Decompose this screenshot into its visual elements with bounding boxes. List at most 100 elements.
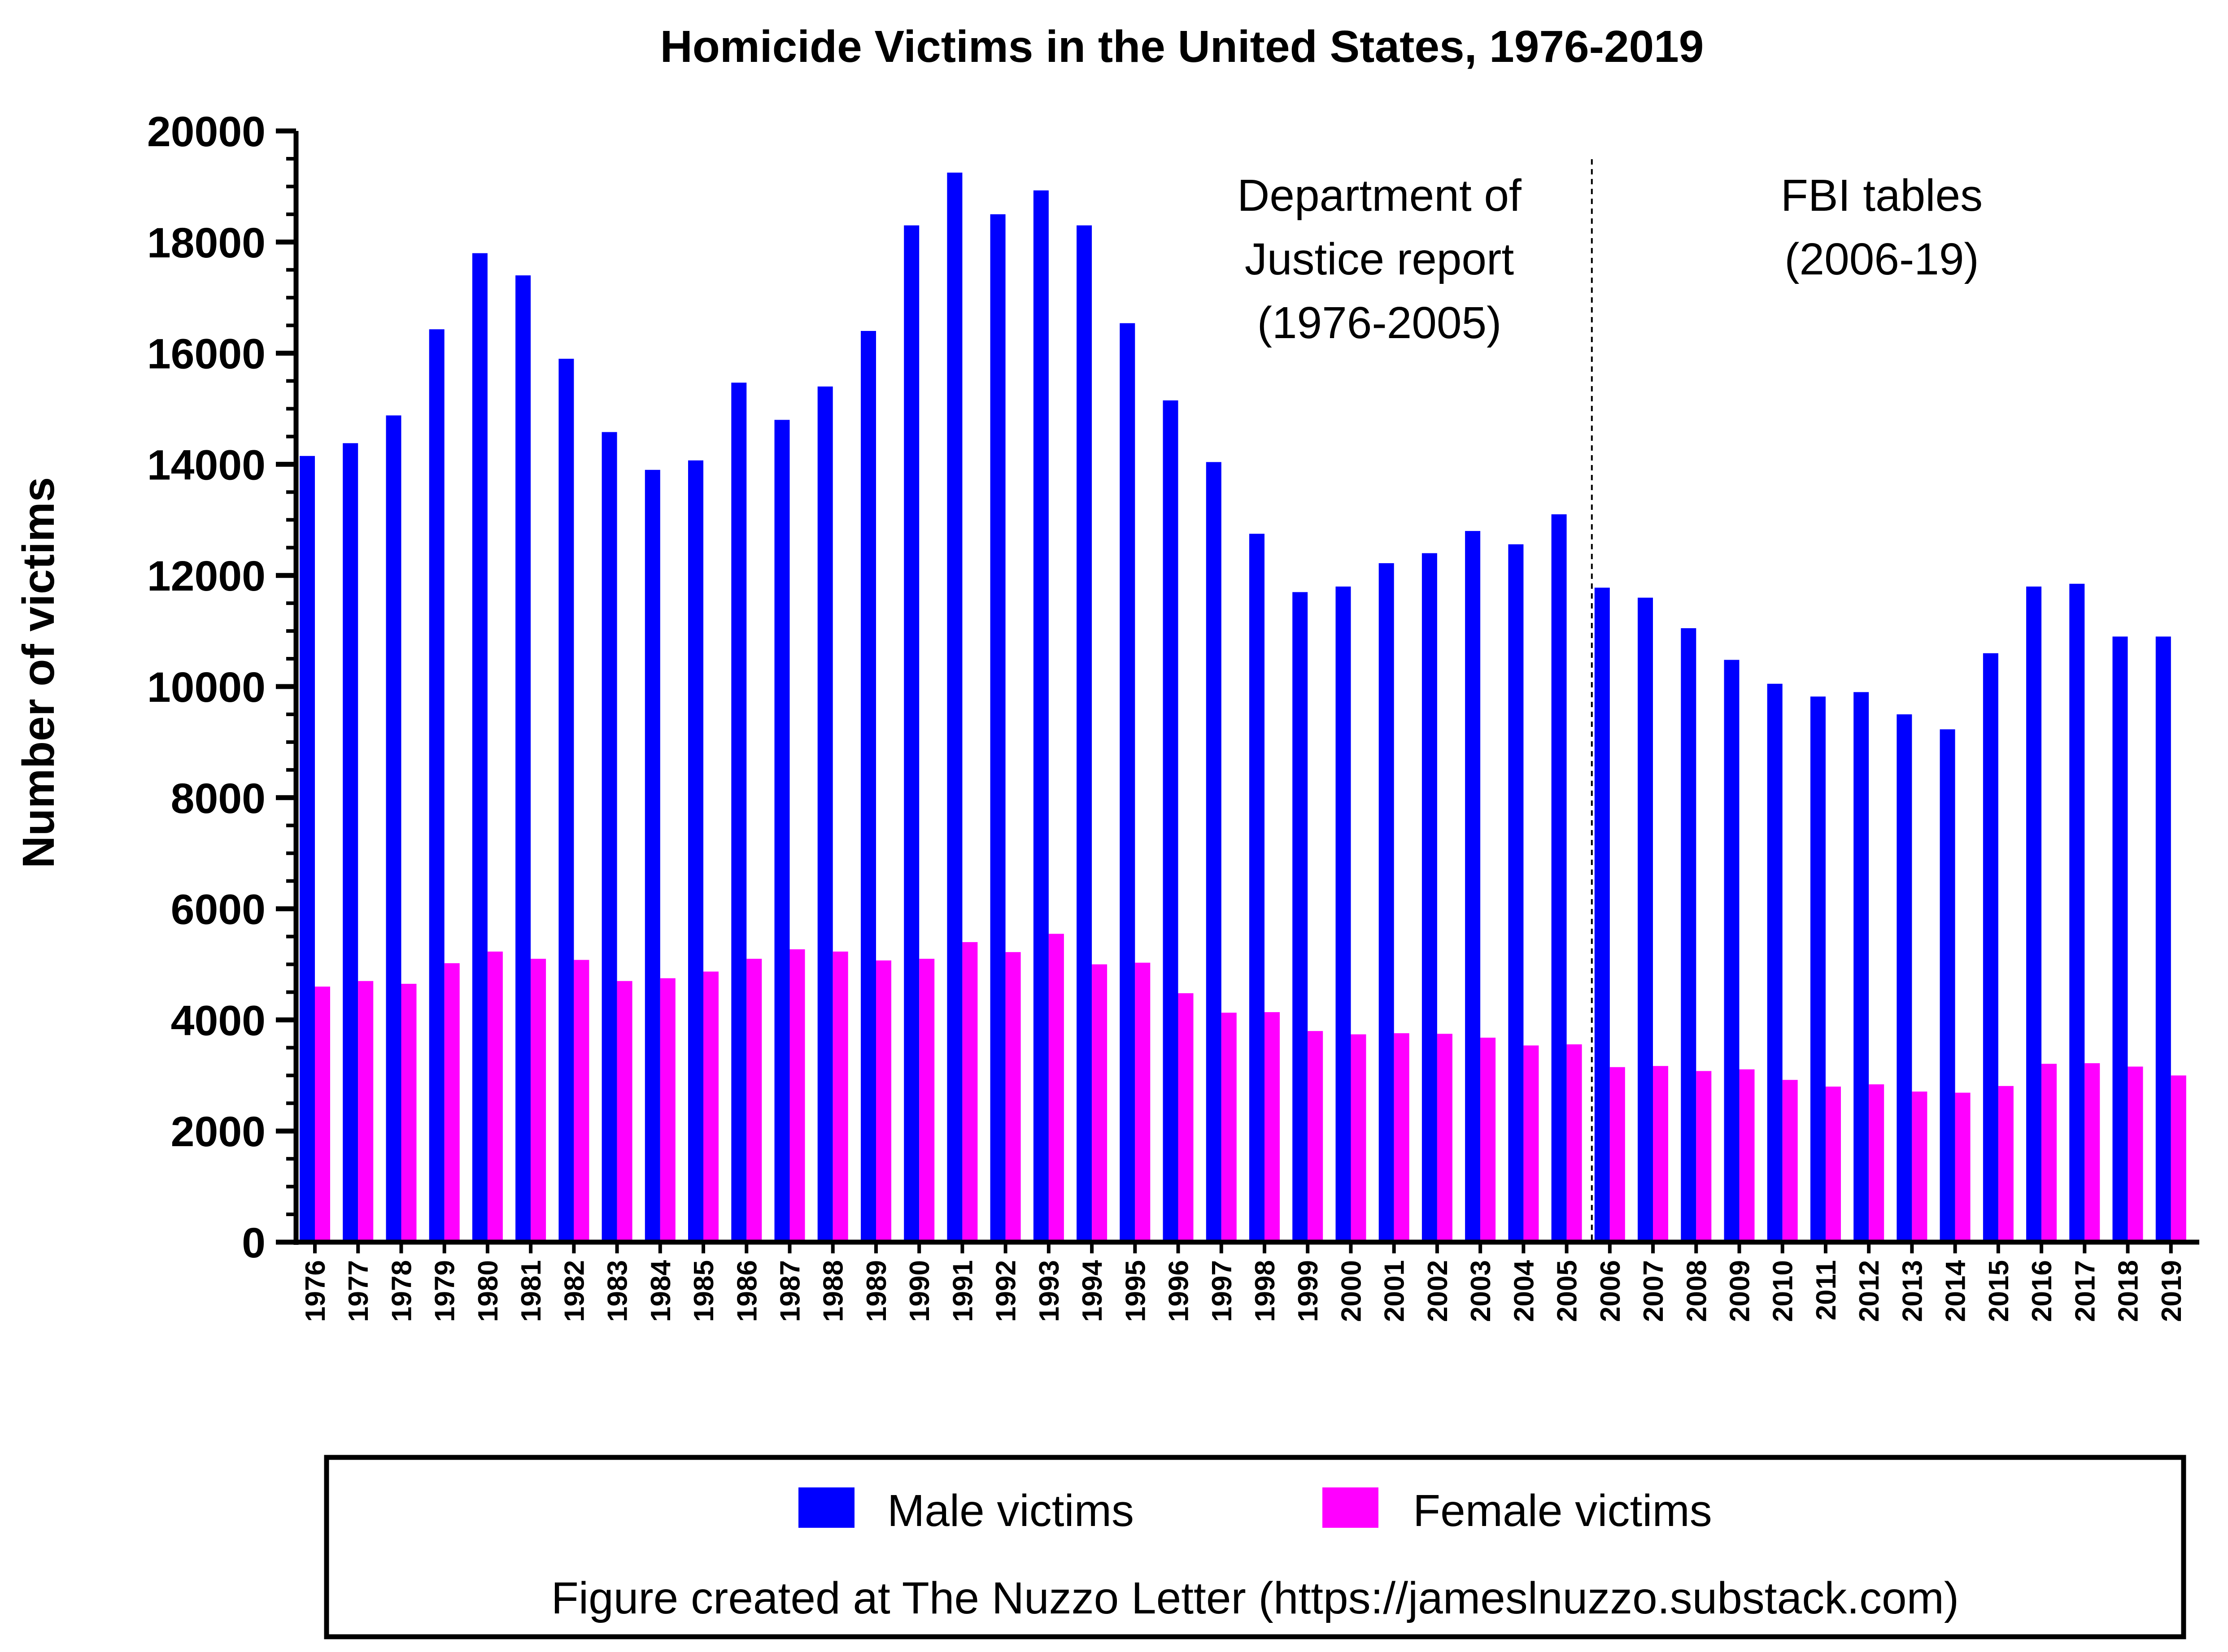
x-tick-label: 2002 xyxy=(1422,1260,1453,1322)
female-bar-1980 xyxy=(487,952,503,1242)
male-bar-1982 xyxy=(558,359,574,1242)
male-bar-2008 xyxy=(1681,628,1696,1242)
male-bar-2019 xyxy=(2155,636,2171,1242)
female-bar-2015 xyxy=(1998,1086,2014,1242)
female-bar-1984 xyxy=(660,978,676,1242)
female-bar-1978 xyxy=(401,983,417,1242)
female-bar-2003 xyxy=(1480,1038,1496,1242)
chart-title: Homicide Victims in the United States, 1… xyxy=(660,22,1704,72)
male-bar-2009 xyxy=(1724,660,1740,1242)
female-bar-2004 xyxy=(1523,1045,1539,1242)
female-bar-2002 xyxy=(1437,1034,1452,1242)
female-bar-2006 xyxy=(1609,1067,1625,1242)
y-tick-label: 14000 xyxy=(147,441,266,489)
x-tick-label: 1993 xyxy=(1034,1260,1065,1322)
female-bar-1986 xyxy=(746,959,762,1242)
male-bar-2007 xyxy=(1638,597,1653,1242)
male-bar-2014 xyxy=(1940,729,1955,1242)
x-tick-label: 1998 xyxy=(1250,1260,1281,1322)
x-tick-label: 1996 xyxy=(1164,1260,1195,1322)
x-tick-label: 2000 xyxy=(1336,1260,1367,1322)
x-tick-label: 1976 xyxy=(300,1260,331,1322)
x-tick-label: 1988 xyxy=(818,1260,849,1322)
female-bar-1994 xyxy=(1092,964,1107,1242)
male-bar-1985 xyxy=(688,460,703,1242)
y-tick-label: 4000 xyxy=(171,997,266,1044)
female-bar-2001 xyxy=(1394,1033,1409,1242)
female-bar-1997 xyxy=(1221,1013,1237,1242)
male-bar-1979 xyxy=(429,329,445,1242)
x-tick-label: 1992 xyxy=(991,1260,1022,1322)
male-bar-2013 xyxy=(1897,714,1912,1242)
x-tick-label: 2008 xyxy=(1681,1260,1712,1322)
female-bar-2013 xyxy=(1912,1091,1927,1242)
male-bar-1977 xyxy=(343,443,358,1242)
female-bar-1987 xyxy=(789,949,805,1242)
male-bar-1996 xyxy=(1163,400,1178,1242)
female-bar-2000 xyxy=(1351,1034,1366,1242)
male-bar-1991 xyxy=(947,172,963,1243)
male-bar-1998 xyxy=(1249,534,1264,1242)
female-bar-1982 xyxy=(574,960,589,1242)
x-tick-label: 1986 xyxy=(732,1260,763,1322)
x-tick-label: 1977 xyxy=(343,1260,374,1322)
female-bar-2007 xyxy=(1653,1066,1668,1242)
y-tick-label: 20000 xyxy=(147,108,266,156)
x-tick-label: 2003 xyxy=(1465,1260,1496,1322)
female-bar-1983 xyxy=(617,981,632,1242)
male-bar-2000 xyxy=(1335,587,1351,1242)
y-tick-label: 6000 xyxy=(171,886,266,934)
male-bar-1992 xyxy=(990,214,1006,1242)
female-bar-2019 xyxy=(2171,1075,2186,1242)
female-bar-2011 xyxy=(1826,1087,1841,1242)
x-tick-label: 1983 xyxy=(602,1260,633,1322)
female-bar-1976 xyxy=(315,987,330,1242)
x-tick-label: 2012 xyxy=(1854,1260,1885,1322)
male-bar-1994 xyxy=(1077,225,1092,1242)
female-bar-2010 xyxy=(1782,1080,1798,1242)
male-bar-1984 xyxy=(645,470,660,1242)
female-bar-1996 xyxy=(1178,993,1194,1242)
legend-label-male: Male victims xyxy=(887,1486,1134,1536)
y-tick-label: 0 xyxy=(242,1219,266,1267)
male-bar-1997 xyxy=(1206,462,1221,1242)
x-tick-label: 1994 xyxy=(1077,1260,1108,1322)
male-bar-1981 xyxy=(515,275,531,1242)
x-tick-label: 2016 xyxy=(2027,1260,2058,1322)
y-axis-label: Number of victims xyxy=(13,477,64,868)
x-tick-label: 2004 xyxy=(1509,1260,1539,1322)
male-bar-1980 xyxy=(472,253,488,1242)
female-bar-2012 xyxy=(1869,1084,1884,1242)
x-tick-label: 2014 xyxy=(1940,1260,1971,1322)
female-bar-1977 xyxy=(358,981,374,1242)
y-tick-label: 10000 xyxy=(147,664,266,711)
male-bar-2002 xyxy=(1421,553,1437,1242)
x-tick-label: 2005 xyxy=(1552,1260,1583,1322)
x-tick-label: 1987 xyxy=(775,1260,806,1322)
x-tick-label: 2015 xyxy=(1984,1260,2014,1322)
female-bar-2005 xyxy=(1566,1044,1582,1242)
y-tick-label: 18000 xyxy=(147,219,266,267)
x-tick-label: 1995 xyxy=(1120,1260,1151,1322)
female-bar-2016 xyxy=(2041,1064,2057,1242)
female-bar-1979 xyxy=(444,963,460,1242)
annotation-fbi-tables: FBI tables (2006-19) xyxy=(1781,170,1983,284)
male-bar-2015 xyxy=(1983,653,1998,1242)
annotation-doj-report: Department of Justice report (1976-2005) xyxy=(1237,170,1522,348)
male-bar-1978 xyxy=(386,415,401,1242)
female-bar-2008 xyxy=(1696,1071,1712,1242)
male-bar-2001 xyxy=(1378,563,1394,1242)
male-bar-2006 xyxy=(1594,587,1610,1242)
x-tick-label: 2013 xyxy=(1897,1260,1928,1322)
female-bar-2009 xyxy=(1739,1069,1755,1242)
bars-group xyxy=(300,172,2186,1243)
female-bar-2018 xyxy=(2128,1066,2143,1242)
x-tick-label: 1984 xyxy=(645,1260,676,1322)
x-tick-label: 1978 xyxy=(386,1260,417,1322)
male-bar-2018 xyxy=(2112,636,2128,1242)
legend-box: Male victims Female victims Figure creat… xyxy=(324,1455,2186,1639)
female-bar-1999 xyxy=(1308,1031,1323,1242)
male-bar-2012 xyxy=(1853,692,1869,1242)
x-tick-label: 1980 xyxy=(473,1260,504,1322)
female-bar-1992 xyxy=(1005,952,1021,1242)
